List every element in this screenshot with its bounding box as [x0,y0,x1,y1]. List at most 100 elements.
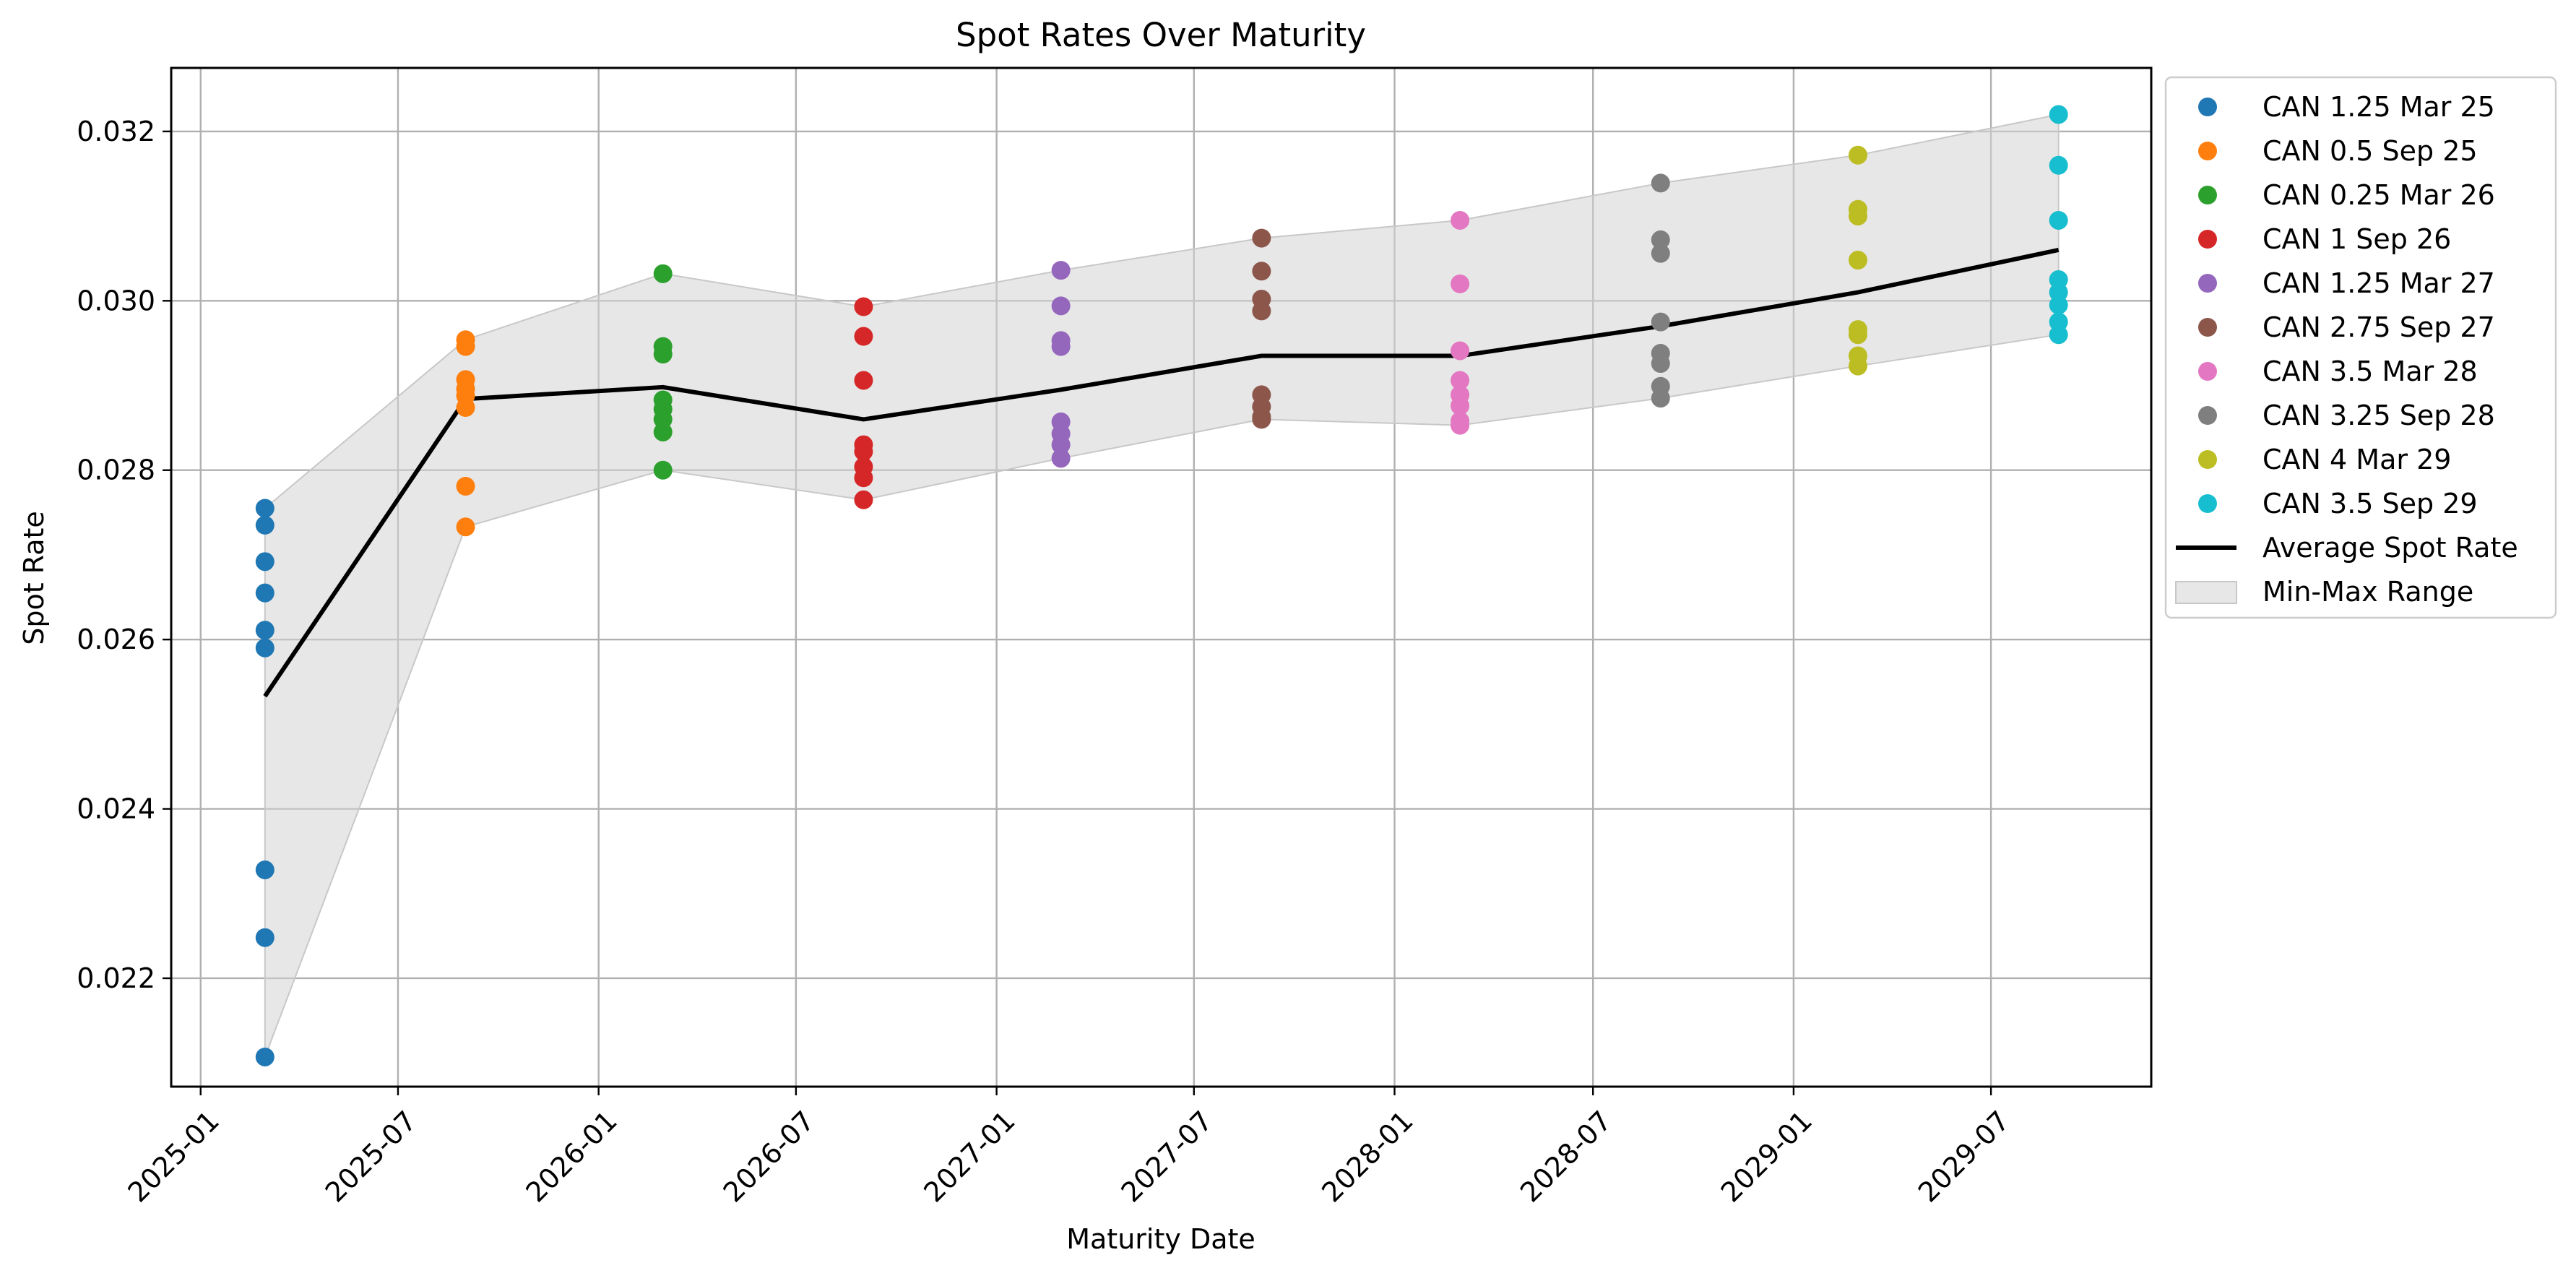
legend-box [2164,76,2557,619]
data-point [1848,356,1867,376]
legend-marker [2198,494,2217,513]
y-tick-label: 0.026 [77,624,155,655]
series-can-3-25-sep-28 [1651,173,1670,408]
data-point [854,490,873,509]
data-point [1051,261,1071,280]
data-point [456,517,475,537]
average-spot-rate-line [263,248,2059,698]
legend-label: Average Spot Rate [2262,532,2518,564]
data-point [456,398,475,417]
legend-label: CAN 1 Sep 26 [2262,223,2451,255]
scatter-points [255,105,2068,1066]
legend-label: CAN 3.5 Mar 28 [2262,355,2478,387]
data-point [1451,274,1470,293]
series-can-1-25-mar-27 [1051,261,1071,468]
legend-marker [2198,142,2217,160]
data-point [1651,173,1670,193]
data-point [1848,325,1867,345]
chart-title: Spot Rates Over Maturity [956,16,1366,54]
legend-label: CAN 0.5 Sep 25 [2262,135,2478,167]
data-point [255,638,275,657]
legend-label: CAN 3.25 Sep 28 [2262,400,2495,431]
series-can-0-25-mar-26 [653,264,673,480]
data-point [1848,207,1867,226]
data-point [1651,354,1670,374]
data-point [854,371,873,390]
y-tick-label: 0.030 [77,285,155,316]
data-point [255,1047,275,1066]
data-point [653,460,673,480]
series-can-1-25-mar-25 [255,499,275,1066]
data-point [1252,228,1271,248]
series-can-2-75-sep-27 [1252,228,1271,429]
data-point [653,345,673,364]
data-point [653,264,673,283]
legend-marker [2198,186,2217,204]
data-point [255,515,275,535]
data-point [1051,449,1071,468]
y-axis-label: Spot Rate [18,511,50,645]
legend-marker [2198,362,2217,381]
data-point [1451,371,1470,390]
legend-marker [2198,98,2217,116]
data-point [854,441,873,461]
series-can-3-5-sep-29 [2049,105,2068,345]
data-point [1451,210,1470,230]
series-can-4-mar-29 [1848,145,1867,376]
data-point [653,422,673,441]
average-line-layer [263,248,2059,698]
legend-marker [2198,406,2217,425]
data-point [2049,105,2068,124]
data-point [255,583,275,603]
legend-label: Min-Max Range [2262,576,2473,608]
legend-marker [2198,450,2217,469]
data-point [255,860,275,879]
x-axis-label: Maturity Date [1066,1223,1255,1255]
data-point [1252,301,1271,321]
data-point [1651,312,1670,332]
data-point [2049,325,2068,345]
data-point [1051,435,1071,454]
data-point [255,552,275,572]
data-point [854,327,873,346]
data-point [1451,341,1470,361]
y-tick-label: 0.028 [77,454,155,486]
legend-label: CAN 1.25 Mar 27 [2262,267,2495,299]
data-point [255,499,275,518]
legend-label: CAN 1.25 Mar 25 [2262,91,2495,123]
legend-label: CAN 0.25 Mar 26 [2262,179,2495,211]
series-can-0-5-sep-25 [456,330,475,537]
data-point [1651,230,1670,249]
data-point [456,477,475,496]
data-point [2049,210,2068,230]
series-can-1-sep-26 [854,297,873,509]
data-point [1651,389,1670,408]
data-point [2049,155,2068,175]
data-point [456,337,475,356]
data-point [1051,296,1071,316]
data-point [854,468,873,488]
data-point [1451,396,1470,415]
data-point [2049,296,2068,315]
legend-marker [2198,230,2217,249]
legend-band-swatch [2175,581,2237,604]
legend: CAN 1.25 Mar 25 CAN 0.5 Sep 25 CAN 0.25 Ma… [2164,76,2557,619]
legend-label: CAN 4 Mar 29 [2262,444,2451,475]
series-can-3-5-mar-28 [1451,210,1470,435]
data-point [1848,251,1867,270]
data-point [1451,415,1470,435]
data-point [854,297,873,316]
plot-frame [170,66,2153,1088]
y-tick-label: 0.024 [77,793,155,825]
data-point [255,928,275,947]
data-point [1848,145,1867,165]
legend-marker [2198,318,2217,337]
y-axis: 0.022 0.024 0.026 0.028 0.030 0.032 [77,116,171,994]
data-point [255,621,275,640]
legend-label: CAN 3.5 Sep 29 [2262,488,2478,519]
y-tick-label: 0.022 [77,962,155,994]
legend-label: CAN 2.75 Sep 27 [2262,311,2495,343]
legend-marker [2198,274,2217,293]
